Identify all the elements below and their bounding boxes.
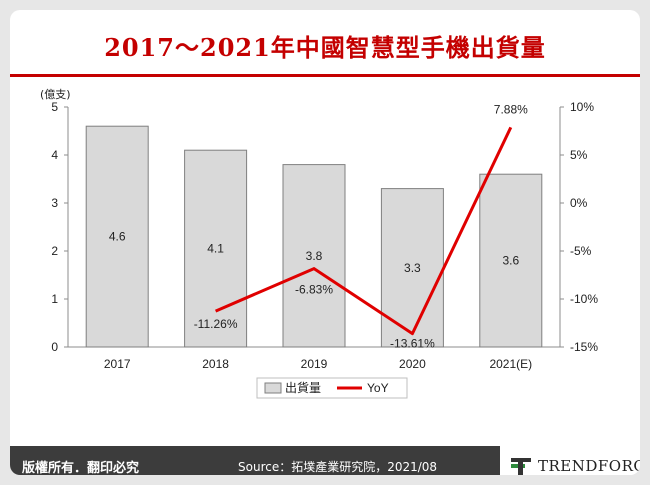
x-tick-label: 2021(E) [489,357,532,371]
bar [85,125,149,348]
footer-bar: 版權所有．翻印必究 Source：拓墣產業研究院，2021/08 [10,446,500,475]
trendforce-logo: TRENDFORCE [510,454,640,475]
left-tick-label: 3 [51,196,58,210]
bar [184,149,248,348]
left-tick-label: 0 [51,340,58,354]
yoy-line [215,126,513,336]
bar-value-label: 3.8 [306,249,323,263]
yoy-value-label: 7.88% [494,102,528,116]
bar [282,164,346,348]
legend-line-label: YoY [367,381,389,395]
legend-bar-label: 出貨量 [285,380,321,395]
chart-card: 2017～2021年中國智慧型手機出貨量 0 1 2 3 4 5 -15% -10% -5% 0%… [10,10,640,475]
right-tick-label: -5% [570,244,592,258]
left-tick-label: 5 [51,100,58,114]
footer: 版權所有．翻印必究 Source：拓墣產業研究院，2021/08 TRENDFO… [10,446,640,475]
copyright-text: 版權所有．翻印必究 [22,461,140,475]
bar-value-label: 4.1 [207,242,224,256]
x-tick-label: 2018 [202,357,229,371]
left-tick-label: 4 [51,148,58,162]
y-unit-label: (億支) [40,88,71,101]
right-tick-label: 5% [570,148,588,162]
trendforce-logo-icon [511,458,531,475]
yoy-value-label: -6.83% [295,283,333,297]
yoy-value-label: -11.26% [194,317,238,331]
title-divider [10,74,640,77]
right-tick-label: 10% [570,100,594,114]
left-tick-label: 2 [51,244,58,258]
chart-title: 2017～2021年中國智慧型手機出貨量 [104,33,546,62]
chart-svg: 0 1 2 3 4 5 -15% -10% -5% 0% 5% 10% (億支) 4.6 4.1 3.8 3.3… [40,88,598,399]
bar-value-label: 4.6 [109,230,126,244]
x-tick-label: 2020 [399,357,426,371]
source-text: Source：拓墣產業研究院，2021/08 [238,460,438,474]
brand-text: TRENDFORCE [538,457,640,475]
x-tick-label: 2019 [301,357,328,371]
right-tick-label: 0% [570,196,588,210]
left-tick-label: 1 [51,292,58,306]
bar [479,173,543,348]
x-tick-label: 2017 [104,357,131,371]
bar-value-label: 3.3 [404,261,421,275]
legend-bar-swatch [264,382,282,394]
yoy-value-label: -13.61% [390,337,435,351]
bar-value-label: 3.6 [502,254,519,268]
right-tick-label: -15% [570,340,598,354]
right-tick-label: -10% [570,292,598,306]
legend-box [256,377,408,399]
